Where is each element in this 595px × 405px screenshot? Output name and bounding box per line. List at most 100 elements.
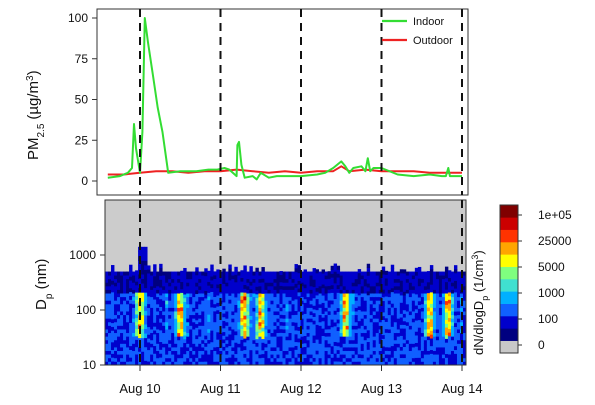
heatmap-cell [144, 305, 148, 311]
heatmap-cell [177, 350, 181, 355]
heatmap-cell [135, 295, 139, 300]
heatmap-cell [252, 296, 256, 301]
heatmap-cell [420, 339, 425, 344]
heatmap-cell [420, 271, 425, 276]
heatmap-cell [414, 316, 419, 321]
heatmap-cell [147, 276, 151, 282]
heatmap-cell [156, 347, 160, 352]
heatmap-cell [414, 350, 419, 355]
heatmap-cell [393, 303, 398, 308]
heatmap-cell [363, 289, 368, 294]
heatmap-cell [381, 289, 386, 294]
heatmap-cell [375, 293, 380, 298]
heatmap-cell [441, 271, 446, 276]
heatmap-cell [351, 357, 356, 362]
heatmap-cell [198, 354, 202, 359]
heatmap-cell [270, 343, 274, 348]
heatmap-cell [456, 307, 461, 312]
heatmap-cell [198, 311, 202, 316]
heatmap-cell [339, 332, 344, 337]
heatmap-cell [234, 304, 238, 309]
heatmap-cell [324, 285, 329, 290]
heatmap-cell [348, 307, 353, 312]
heatmap-cell [198, 296, 202, 301]
heatmap-cell [216, 353, 220, 359]
heatmap-cell [420, 285, 425, 290]
heatmap-cell [213, 293, 217, 297]
heatmap-cell [447, 303, 452, 308]
heatmap-cell [381, 353, 386, 358]
heatmap-cell [360, 293, 365, 298]
heatmap-cell [120, 285, 124, 290]
heatmap-cell [405, 282, 410, 287]
heatmap-cell [339, 350, 344, 355]
heatmap-cell [384, 336, 389, 341]
heatmap-cell [423, 347, 428, 352]
heatmap-cell [378, 350, 383, 355]
heatmap-cell [372, 289, 377, 294]
heatmap-cell [324, 311, 329, 316]
heatmap-cell [318, 343, 322, 348]
heatmap-cell [252, 343, 256, 348]
heatmap-cell [285, 354, 289, 359]
heatmap-cell [345, 325, 350, 330]
heatmap-cell [282, 347, 286, 352]
heatmap-cell [174, 357, 178, 362]
heatmap-cell [276, 325, 280, 330]
heatmap-cell [444, 293, 449, 298]
heatmap-cell [249, 361, 253, 365]
heatmap-cell [360, 336, 365, 341]
heatmap-cell [321, 361, 326, 365]
heatmap-cell [117, 296, 121, 301]
heatmap-cell [306, 357, 310, 362]
heatmap-cell [345, 289, 350, 294]
heatmap-cell [420, 314, 425, 319]
heatmap-cell [462, 296, 466, 301]
heatmap-cell [462, 300, 466, 305]
heatmap-cell [417, 319, 422, 324]
heatmap-cell [189, 282, 193, 287]
heatmap-cell [267, 296, 271, 301]
heatmap-cell [192, 357, 196, 362]
heatmap-cell [162, 347, 166, 352]
heatmap-cell [393, 343, 398, 348]
heatmap-cell [123, 357, 127, 362]
heatmap-cell [120, 311, 124, 316]
heatmap-cell [189, 271, 193, 276]
pm25-y-tick-label: 25 [75, 133, 89, 147]
heatmap-cell [297, 334, 301, 339]
heatmap-cell [201, 318, 205, 323]
heatmap-cell [309, 275, 313, 280]
heatmap-cell [282, 339, 286, 344]
heatmap-cell [129, 280, 133, 285]
heatmap-cell [390, 334, 395, 339]
heatmap-cell [336, 323, 341, 328]
heatmap-cell [243, 315, 247, 320]
heatmap-cell [225, 339, 229, 344]
heatmap-cell [288, 271, 292, 276]
heatmap-cell [294, 330, 298, 335]
heatmap-cell [339, 361, 344, 365]
heatmap-cell [246, 314, 250, 319]
heatmap-cell [291, 307, 295, 312]
heatmap-cell [390, 291, 395, 296]
heatmap-cell [447, 270, 452, 275]
heatmap-cell [411, 325, 416, 330]
heatmap-cell [252, 347, 256, 352]
heatmap-cell [339, 285, 344, 290]
heatmap-cell [333, 325, 338, 331]
heatmap-cell [405, 289, 410, 294]
heatmap-cell [228, 299, 232, 304]
heatmap-cell [255, 286, 259, 291]
heatmap-cell [417, 361, 422, 365]
heatmap-cell [180, 325, 184, 330]
heatmap-cell [399, 298, 404, 303]
heatmap-cell [444, 353, 449, 358]
heatmap-cell [144, 246, 148, 252]
heatmap-cell [417, 323, 422, 328]
heatmap-cell [306, 329, 310, 334]
heatmap-cell [354, 361, 359, 365]
heatmap-cell [432, 347, 437, 352]
heatmap-cell [288, 332, 292, 337]
heatmap-cell [210, 276, 214, 281]
